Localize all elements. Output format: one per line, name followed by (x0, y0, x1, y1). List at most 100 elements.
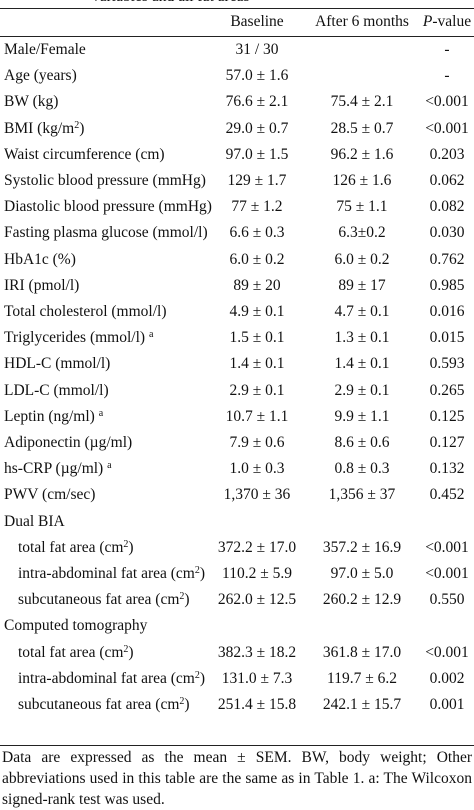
label-sup: 2 (74, 119, 80, 131)
top-rule (0, 8, 474, 9)
label-end: ) (184, 696, 190, 713)
after-cell: 361.8 ± 17.0 (322, 643, 402, 661)
baseline-cell: 1.5 ± 0.1 (229, 329, 285, 347)
label-text: HbA1c (%) (4, 250, 76, 268)
p-cell: - (444, 41, 450, 58)
row-label: subcutaneous fat area (cm2) (18, 587, 190, 613)
header-p-italic: P (422, 13, 433, 30)
label-text: LDL-C (mmol/l) (4, 381, 109, 399)
label-end: ) (128, 643, 134, 661)
p-cell: 0.030 (429, 224, 465, 242)
after-cell: 1,356 ± 37 (328, 486, 396, 504)
p-cell: 0.127 (429, 434, 465, 451)
baseline-cell: 29.0 ± 0.7 (225, 119, 289, 137)
baseline-cell: 97.0 ± 1.5 (225, 145, 289, 163)
baseline-cell: 10.7 ± 1.1 (225, 407, 289, 425)
baseline-cell: 382.3 ± 18.2 (217, 643, 297, 661)
p-cell: <0.001 (425, 93, 469, 111)
row-label: Fasting plasma glucose (mmol/l) (4, 220, 208, 246)
p-cell: 0.550 (429, 591, 465, 609)
baseline-cell: 251.4 ± 15.8 (217, 696, 297, 713)
row-label: BMI (kg/m2) (4, 116, 84, 142)
header-p: P-value (423, 9, 471, 35)
baseline-cell: 31 / 30 (235, 41, 279, 58)
caption: variables and all fat areas (92, 0, 250, 10)
label-text: IRI (pmol/l) (4, 276, 80, 294)
label-sup: a (148, 329, 154, 341)
row-label: Dual BIA (4, 509, 65, 535)
baseline-cell: 1.0 ± 0.3 (229, 460, 285, 478)
label-text: Diastolic blood pressure (mmHg) (4, 198, 212, 216)
after-cell: 126 ± 1.6 (332, 172, 392, 189)
p-cell: 0.082 (429, 198, 465, 216)
after-cell: 1.3 ± 0.1 (334, 329, 390, 347)
label-text: BW (kg) (4, 93, 59, 111)
baseline-cell: 1,370 ± 36 (223, 486, 291, 504)
p-cell: 0.125 (429, 407, 465, 425)
label-text: Dual BIA (4, 512, 65, 530)
label-text: BMI (kg/m (4, 119, 75, 137)
row-label: Age (years) (4, 63, 77, 89)
label-text: Computed tomography (4, 617, 148, 635)
label-sup: a (107, 460, 112, 472)
after-cell: 4.7 ± 0.1 (334, 303, 390, 320)
after-cell: 357.2 ± 16.9 (322, 538, 402, 556)
p-cell: - (444, 67, 450, 85)
after-cell: 89 ± 17 (338, 276, 386, 294)
label-sup: 2 (194, 565, 200, 576)
label-end: ) (184, 591, 190, 609)
p-cell: 0.001 (429, 696, 465, 713)
label-text: Triglycerides (mmol/l) (4, 329, 149, 347)
after-cell: 75.4 ± 2.1 (330, 93, 394, 111)
p-cell: <0.001 (425, 643, 469, 661)
row-label: intra-abdominal fat area (cm2) (18, 666, 205, 692)
after-cell: 97.0 ± 5.0 (330, 565, 394, 582)
row-label: LDL-C (mmol/l) (4, 378, 109, 404)
label-end: ) (199, 669, 206, 687)
label-sup: 2 (179, 696, 185, 707)
row-label: Waist circumference (cm) (4, 142, 165, 168)
row-label: Systolic blood pressure (mmHg) (4, 168, 206, 194)
row-label: Leptin (ng/ml) a (4, 404, 103, 430)
after-cell: 9.9 ± 1.1 (334, 407, 390, 425)
p-cell: 0.452 (429, 486, 465, 504)
row-label: Male/Female (4, 37, 86, 63)
row-label: hs-CRP (µg/ml) a (4, 456, 112, 482)
label-text: total fat area (cm (18, 643, 124, 661)
baseline-cell: 110.2 ± 5.9 (222, 565, 292, 582)
header-after: After 6 months (315, 13, 409, 30)
after-cell: 0.8 ± 0.3 (334, 460, 390, 478)
label-text: subcutaneous fat area (cm (18, 591, 180, 609)
baseline-cell: 372.2 ± 17.0 (217, 538, 297, 556)
after-cell: 6.3±0.2 (338, 224, 386, 242)
after-cell: 260.2 ± 12.9 (322, 591, 402, 609)
p-cell: 0.016 (429, 303, 465, 320)
p-cell: 0.762 (429, 250, 465, 268)
baseline-cell: 6.0 ± 0.2 (229, 250, 285, 268)
header-baseline: Baseline (230, 13, 284, 30)
label-text: Leptin (ng/ml) (4, 407, 99, 425)
label-text: Fasting plasma glucose (mmol/l) (4, 224, 208, 242)
after-cell: 242.1 ± 15.7 (322, 696, 402, 713)
row-label: HDL-C (mmol/l) (4, 351, 110, 377)
baseline-cell: 57.0 ± 1.6 (225, 67, 289, 85)
after-cell: 8.6 ± 0.6 (334, 434, 390, 451)
row-label: subcutaneous fat area (cm2) (18, 692, 190, 718)
label-end: ) (79, 119, 85, 137)
after-cell: 2.9 ± 0.1 (334, 381, 390, 399)
row-label: intra-abdominal fat area (cm2) (18, 561, 205, 587)
p-cell: 0.132 (429, 460, 465, 478)
after-cell: 6.0 ± 0.2 (334, 250, 390, 268)
bottom-rule (0, 745, 474, 746)
label-text: intra-abdominal fat area (cm (18, 669, 195, 687)
p-cell: 0.593 (429, 355, 465, 373)
row-label: HbA1c (%) (4, 247, 76, 273)
row-label: total fat area (cm2) (18, 640, 134, 666)
after-cell: 96.2 ± 1.6 (330, 145, 394, 163)
baseline-cell: 6.6 ± 0.3 (229, 224, 285, 242)
row-label: Triglycerides (mmol/l) a (4, 325, 153, 351)
label-sup: 2 (194, 669, 200, 681)
row-label: Computed tomography (4, 613, 147, 639)
label-text: Adiponectin (µg/ml) (4, 434, 133, 451)
